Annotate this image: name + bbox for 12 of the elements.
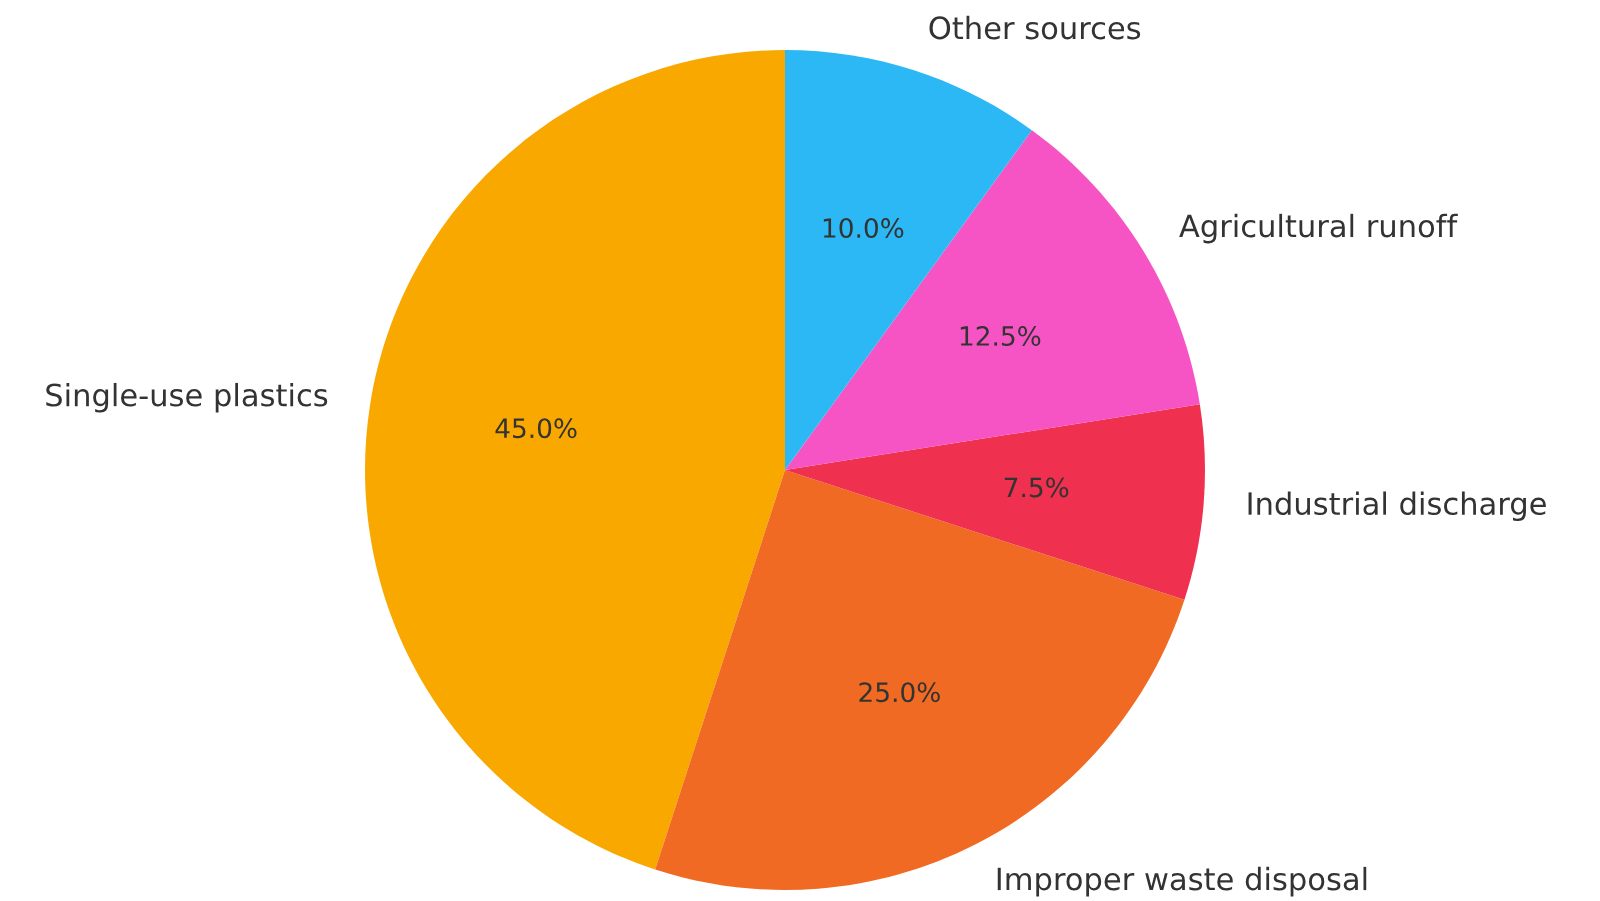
slice-label: Industrial discharge	[1248, 491, 1546, 522]
slice-label: Improper waste disposal	[997, 866, 1367, 897]
pie-slice	[365, 50, 785, 870]
slice-label: Agricultural runoff	[1179, 213, 1458, 244]
data-label: 45.0%	[495, 418, 577, 439]
slice-label: Other sources	[929, 15, 1141, 40]
data-label: 25.0%	[859, 682, 940, 703]
pie-slice	[785, 404, 1205, 600]
data-label: 7.5%	[1004, 477, 1069, 498]
slice-label: Single-use plastics	[46, 382, 328, 413]
data-label: 12.5%	[960, 326, 1041, 346]
data-label: 10.0%	[823, 218, 904, 238]
